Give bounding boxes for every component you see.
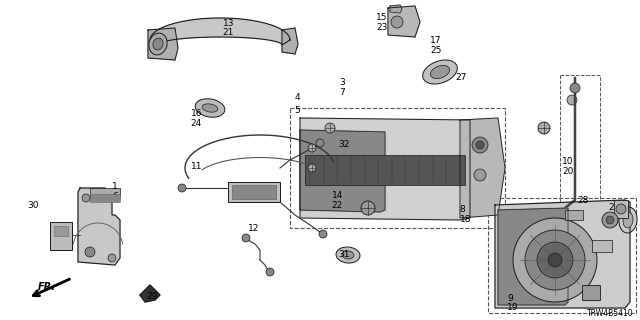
Text: 4: 4 bbox=[294, 93, 300, 102]
Text: 13
21: 13 21 bbox=[223, 19, 234, 37]
Ellipse shape bbox=[430, 65, 450, 79]
Bar bbox=[54, 226, 68, 236]
Text: 8
18: 8 18 bbox=[460, 205, 471, 223]
Polygon shape bbox=[390, 5, 402, 13]
Bar bbox=[228, 182, 280, 202]
Circle shape bbox=[525, 230, 585, 290]
Text: 5: 5 bbox=[294, 106, 300, 115]
Circle shape bbox=[108, 254, 116, 262]
Text: 16
24: 16 24 bbox=[191, 109, 202, 127]
Bar bbox=[614, 200, 628, 218]
Polygon shape bbox=[388, 6, 420, 37]
Circle shape bbox=[308, 144, 316, 152]
Polygon shape bbox=[140, 285, 160, 302]
Ellipse shape bbox=[153, 38, 163, 50]
Bar bbox=[565, 210, 583, 220]
Bar bbox=[290, 108, 505, 228]
Circle shape bbox=[537, 242, 573, 278]
Text: 32: 32 bbox=[338, 140, 349, 149]
Text: 17
25: 17 25 bbox=[430, 36, 442, 54]
Circle shape bbox=[513, 218, 597, 302]
Polygon shape bbox=[495, 200, 630, 308]
Circle shape bbox=[178, 184, 186, 192]
Polygon shape bbox=[300, 118, 470, 220]
Circle shape bbox=[602, 212, 618, 228]
Circle shape bbox=[616, 204, 626, 214]
Circle shape bbox=[606, 216, 614, 224]
Polygon shape bbox=[460, 118, 505, 218]
Circle shape bbox=[242, 234, 250, 242]
Text: 12: 12 bbox=[248, 224, 260, 233]
Text: 14
22: 14 22 bbox=[332, 191, 343, 210]
Ellipse shape bbox=[336, 247, 360, 263]
Text: 30: 30 bbox=[27, 201, 38, 210]
Circle shape bbox=[82, 194, 90, 202]
Polygon shape bbox=[498, 208, 568, 305]
Circle shape bbox=[472, 137, 488, 153]
Ellipse shape bbox=[149, 33, 167, 55]
Text: 26: 26 bbox=[562, 262, 573, 271]
Text: 2: 2 bbox=[608, 203, 614, 212]
Circle shape bbox=[538, 122, 550, 134]
Text: 11: 11 bbox=[191, 162, 202, 171]
Text: 29: 29 bbox=[146, 292, 157, 301]
Text: 9
19: 9 19 bbox=[507, 294, 518, 312]
Circle shape bbox=[85, 247, 95, 257]
Circle shape bbox=[316, 139, 324, 147]
Polygon shape bbox=[148, 28, 178, 60]
Ellipse shape bbox=[422, 60, 458, 84]
Bar bbox=[50, 222, 72, 250]
Ellipse shape bbox=[623, 212, 633, 228]
Bar bbox=[90, 188, 120, 198]
Text: 31: 31 bbox=[338, 250, 349, 259]
Circle shape bbox=[319, 230, 327, 238]
Circle shape bbox=[325, 123, 335, 133]
Circle shape bbox=[567, 95, 577, 105]
Bar bbox=[305, 155, 465, 185]
Polygon shape bbox=[78, 188, 120, 265]
Circle shape bbox=[476, 141, 484, 149]
Bar bbox=[90, 194, 120, 202]
Bar bbox=[488, 198, 636, 313]
Text: 10
20: 10 20 bbox=[562, 157, 573, 175]
Ellipse shape bbox=[202, 104, 218, 112]
Ellipse shape bbox=[195, 99, 225, 117]
Circle shape bbox=[548, 253, 562, 267]
Text: 27: 27 bbox=[456, 73, 467, 82]
Text: TRW4B5410: TRW4B5410 bbox=[588, 309, 634, 318]
Ellipse shape bbox=[619, 207, 637, 233]
Bar bbox=[582, 285, 600, 300]
Polygon shape bbox=[282, 28, 298, 54]
Polygon shape bbox=[150, 18, 290, 45]
Polygon shape bbox=[300, 130, 385, 212]
Circle shape bbox=[308, 164, 316, 172]
Text: FR.: FR. bbox=[38, 282, 56, 292]
Circle shape bbox=[391, 16, 403, 28]
Circle shape bbox=[266, 268, 274, 276]
Bar bbox=[232, 185, 276, 199]
Text: 15
23: 15 23 bbox=[376, 13, 388, 32]
Circle shape bbox=[570, 83, 580, 93]
Text: 1
6: 1 6 bbox=[112, 182, 118, 201]
Ellipse shape bbox=[342, 251, 354, 259]
Circle shape bbox=[361, 201, 375, 215]
Circle shape bbox=[474, 169, 486, 181]
Text: 28: 28 bbox=[577, 196, 589, 205]
Bar bbox=[592, 240, 612, 252]
Text: 3
7: 3 7 bbox=[339, 78, 345, 97]
